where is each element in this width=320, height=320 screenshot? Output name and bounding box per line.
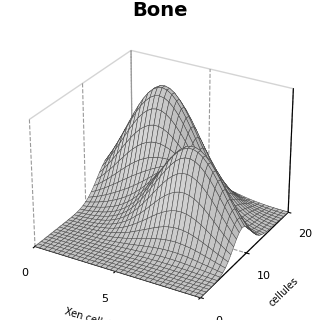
X-axis label: Xen cellules: Xen cellules (63, 307, 122, 320)
Y-axis label: cellules: cellules (267, 276, 301, 308)
Title: Bone: Bone (132, 1, 188, 20)
